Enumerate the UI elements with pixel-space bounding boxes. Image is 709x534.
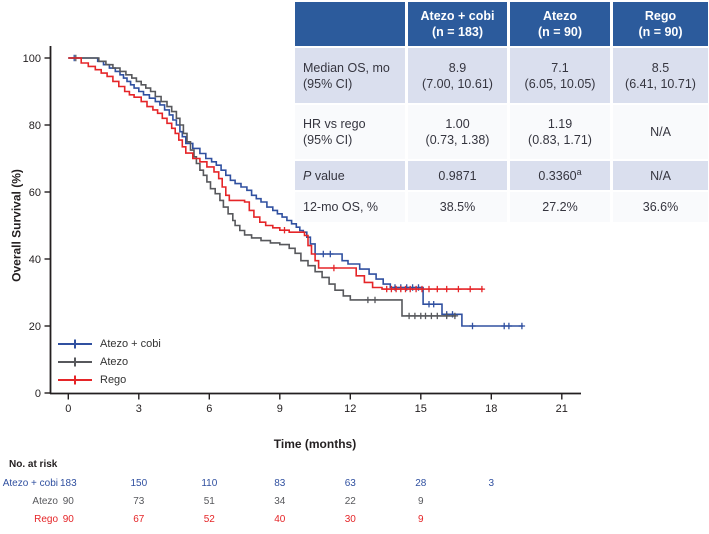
x-tick-label: 18 <box>485 403 497 415</box>
y-tick-label: 100 <box>23 53 41 65</box>
legend: Atezo + cobi Atezo Rego <box>56 335 161 389</box>
stats-cell: 8.5 (6.41, 10.71) <box>613 48 708 103</box>
legend-label: Rego <box>100 374 127 386</box>
legend-line-marker-icon <box>58 357 92 367</box>
x-tick-label: 21 <box>556 403 568 415</box>
stats-row-label-hr-vs-rego: HR vs rego (95% CI) <box>295 105 405 159</box>
x-tick-label: 6 <box>206 403 212 415</box>
y-tick-label: 0 <box>35 388 41 400</box>
stats-cell: 8.9 (7.00, 10.61) <box>408 48 507 103</box>
stats-row-label-12-mo-os: 12-mo OS, % <box>295 192 405 222</box>
stats-header-empty <box>295 2 405 46</box>
stats-header-atezo: Atezo (n = 90) <box>510 2 610 46</box>
x-tick-label: 3 <box>136 403 142 415</box>
series-rego-censor-marks <box>281 227 486 293</box>
stats-header-rego: Rego (n = 90) <box>613 2 708 46</box>
legend-item-atezo: Atezo <box>56 353 161 371</box>
x-tick-label: 9 <box>277 403 283 415</box>
stats-table: Atezo + cobi (n = 183) Atezo (n = 90) Rego (n… <box>295 2 708 222</box>
y-axis-title: Overall Survival (%) <box>9 169 24 282</box>
y-tick-label: 20 <box>29 321 41 333</box>
stats-row-label-p-value: P value <box>295 161 405 190</box>
stats-cell: 0.9871 <box>408 161 507 190</box>
legend-item-atezo-cobi: Atezo + cobi <box>56 335 161 353</box>
series-rego-curve <box>68 57 484 290</box>
stats-cell: N/A <box>613 105 708 159</box>
y-tick-label: 60 <box>29 187 41 199</box>
legend-line-marker-icon <box>58 375 92 385</box>
stats-cell: N/A <box>613 161 708 190</box>
x-axis-title: Time (months) <box>273 437 357 451</box>
x-tick-label: 0 <box>65 403 71 415</box>
legend-item-rego: Rego <box>56 371 161 389</box>
x-tick-label: 12 <box>344 403 356 415</box>
stats-row-label-median-os-mo: Median OS, mo (95% CI) <box>295 48 405 103</box>
stats-cell: 27.2% <box>510 192 610 222</box>
y-tick-label: 80 <box>29 120 41 132</box>
series-atezo-curve <box>68 57 457 317</box>
legend-label: Atezo <box>100 356 129 368</box>
legend-label: Atezo + cobi <box>100 338 161 350</box>
x-tick-label: 15 <box>415 403 427 415</box>
legend-line-marker-icon <box>58 339 92 349</box>
series-atezo-cobi-curve <box>68 57 523 327</box>
y-tick-label: 40 <box>29 254 41 266</box>
stats-cell: 36.6% <box>613 192 708 222</box>
stats-cell: 7.1 (6.05, 10.05) <box>510 48 610 103</box>
stats-cell: 0.3360a <box>510 161 610 190</box>
stats-header-atezo-cobi: Atezo + cobi (n = 183) <box>408 2 507 46</box>
stats-cell: 1.19 (0.83, 1.71) <box>510 105 610 159</box>
stats-cell: 1.00 (0.73, 1.38) <box>408 105 507 159</box>
stats-cell: 38.5% <box>408 192 507 222</box>
